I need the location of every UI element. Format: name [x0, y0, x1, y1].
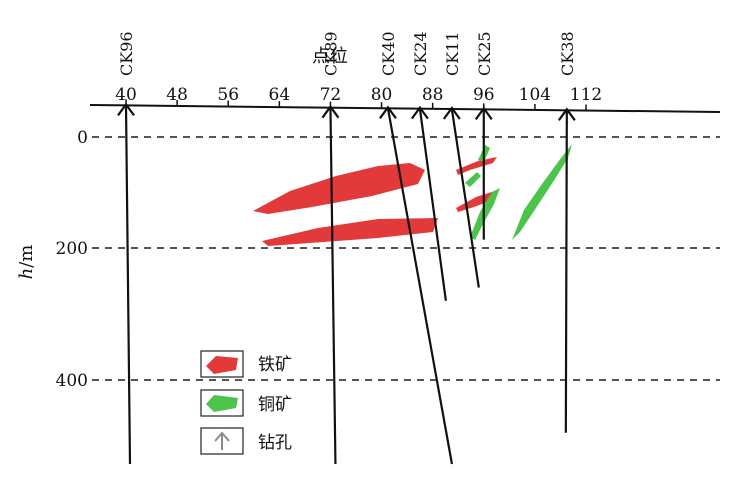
drill-hole-trace: [124, 105, 132, 465]
legend-iron-swatch: [206, 356, 238, 374]
x-tick-label: 56: [217, 85, 239, 105]
drill-hole-trace: [418, 108, 447, 301]
copper-ore-body-large: [512, 144, 572, 240]
y-tick-label: 200: [56, 239, 88, 259]
x-tick-label: 40: [115, 85, 137, 105]
drill-hole-arrow-icon: [410, 105, 429, 120]
y-tick-label: 400: [56, 371, 88, 391]
drill-hole-trace: [329, 107, 337, 465]
drill-hole-ck38: CK38: [557, 31, 577, 433]
x-tick-label: 48: [166, 85, 188, 105]
x-axis-title: 点位: [312, 46, 348, 67]
y-axis-title: h/m: [16, 245, 37, 280]
iron-ore-body-small-upper: [456, 157, 497, 175]
x-tick-label: 96: [473, 85, 495, 105]
drill-hole-label: CK96: [117, 31, 136, 76]
drill-hole-label: CK25: [475, 31, 494, 76]
drill-hole-arrow-icon: [117, 102, 135, 117]
drill-hole-trace: [564, 110, 568, 433]
x-tick-label: 88: [422, 85, 444, 105]
drill-hole-trace: [386, 108, 454, 465]
iron-ore-body-upper: [253, 163, 425, 214]
drill-hole-trace: [450, 108, 480, 288]
drill-hole-arrow-icon: [557, 107, 576, 121]
legend-copper-swatch: [206, 395, 238, 412]
drill-holes: CK96 CK89 CK40 CK24 CK11 CK25 CK38: [117, 31, 577, 465]
y-axis-ticks: 0 200 400: [56, 128, 88, 391]
legend-drill-label: 钻孔: [258, 433, 292, 453]
drill-hole-arrow-icon: [474, 106, 493, 121]
depth-gridlines: [92, 136, 720, 381]
drill-hole-label: CK38: [558, 31, 577, 76]
legend-iron-label: 铁矿: [258, 355, 292, 375]
drill-hole-ck96: CK96: [117, 31, 136, 465]
drill-hole-label: CK24: [411, 31, 430, 76]
drill-hole-arrow-icon: [321, 104, 340, 119]
legend: 铁矿 铜矿 钻孔: [200, 350, 292, 455]
copper-ore-body-middle-b: [470, 188, 500, 240]
x-tick-label: 112: [570, 85, 602, 105]
drill-hole-label: CK11: [443, 31, 462, 76]
iron-ore-bodies: [253, 157, 498, 246]
drill-hole-ck40: CK40: [379, 31, 454, 465]
copper-ore-body-middle-a: [465, 172, 481, 187]
drill-hole-arrow-icon: [442, 106, 461, 120]
drill-hole-label: CK89: [321, 31, 340, 76]
y-axis-title-unit: /m: [16, 245, 37, 268]
x-axis-ticks: 40 48 56 64 72 80 88 96 104 112: [115, 85, 602, 111]
x-tick-label: 104: [519, 85, 551, 105]
x-tick-label: 64: [269, 85, 291, 105]
legend-copper-label: 铜矿: [258, 395, 292, 415]
drill-hole-ck24: CK24: [410, 31, 447, 301]
drill-hole-ck89: CK89: [321, 31, 340, 465]
legend-drill-arrow-icon: [214, 431, 230, 450]
surface-axis-line: [89, 104, 721, 113]
y-axis-title-main: h: [16, 268, 37, 280]
y-tick-label: 0: [77, 128, 88, 148]
drill-hole-ck11: CK11: [442, 31, 480, 288]
x-tick-label: 80: [371, 85, 393, 105]
copper-ore-bodies: [465, 144, 572, 240]
drill-hole-label: CK40: [379, 31, 398, 76]
iron-ore-body-lower: [262, 218, 438, 246]
drill-hole-ck25: CK25: [474, 31, 494, 240]
drill-hole-arrow-icon: [379, 105, 397, 119]
x-tick-label: 72: [320, 85, 342, 105]
